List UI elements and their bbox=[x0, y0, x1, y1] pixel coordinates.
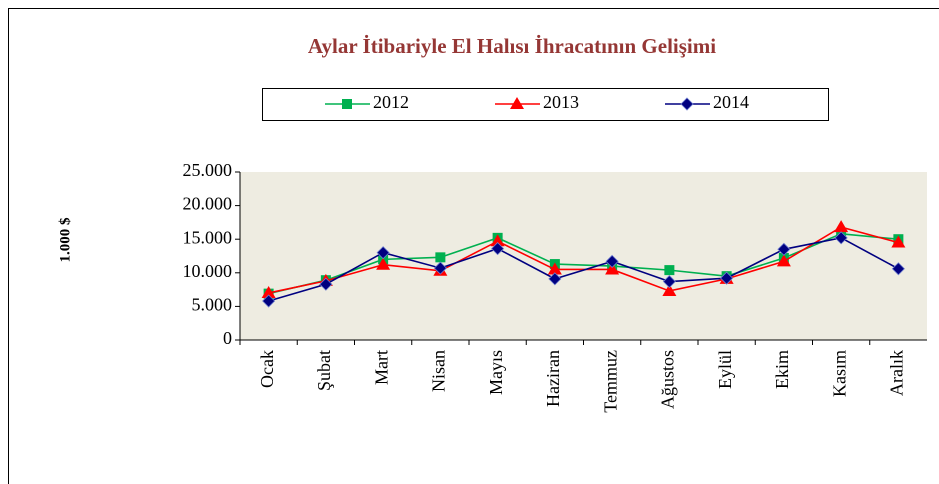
data-point bbox=[491, 242, 505, 256]
x-tick-label: Aralık bbox=[887, 350, 907, 396]
data-point bbox=[605, 254, 619, 268]
legend-label: 2014 bbox=[713, 92, 749, 112]
legend-marker bbox=[510, 97, 524, 109]
data-point bbox=[376, 257, 391, 270]
y-tick-label: 0 bbox=[223, 328, 232, 348]
data-point bbox=[433, 261, 447, 275]
data-point bbox=[891, 235, 906, 248]
data-point bbox=[376, 246, 390, 260]
series-line bbox=[268, 233, 899, 295]
x-tick-label: Temmuz bbox=[600, 350, 620, 413]
x-tick-label: Ekim bbox=[772, 350, 792, 389]
y-tick-label: 20.000 bbox=[183, 194, 233, 214]
x-tick-label: Mayıs bbox=[486, 350, 506, 395]
data-point bbox=[777, 242, 791, 256]
x-tick-label: Kasım bbox=[829, 350, 849, 397]
y-tick-label: 10.000 bbox=[183, 261, 233, 281]
legend-label: 2012 bbox=[373, 92, 409, 112]
data-point bbox=[720, 271, 734, 285]
data-point bbox=[605, 262, 620, 275]
data-point bbox=[834, 231, 848, 245]
chart-title: Aylar İtibariyle El Halısı İhracatının G… bbox=[308, 34, 716, 58]
data-point bbox=[891, 262, 905, 276]
legend-label: 2013 bbox=[543, 92, 579, 112]
x-tick-label: Şubat bbox=[314, 350, 334, 391]
data-point bbox=[490, 234, 505, 247]
x-tick-label: Ağustos bbox=[658, 350, 678, 409]
x-tick-label: Mart bbox=[371, 350, 391, 385]
legend-marker bbox=[680, 97, 694, 111]
y-tick-label: 5.000 bbox=[192, 295, 233, 315]
data-point bbox=[435, 252, 446, 263]
x-tick-label: Haziran bbox=[543, 350, 563, 407]
data-point bbox=[662, 274, 676, 289]
data-point bbox=[662, 283, 677, 296]
x-tick-label: Ocak bbox=[257, 350, 277, 388]
series-line bbox=[268, 237, 899, 302]
plot-area bbox=[240, 172, 927, 340]
legend-marker bbox=[342, 99, 352, 109]
data-point bbox=[261, 285, 276, 298]
data-point bbox=[776, 254, 791, 267]
data-point bbox=[319, 277, 333, 291]
x-tick-label: Eylül bbox=[715, 350, 735, 389]
y-tick-label: 25.000 bbox=[183, 160, 233, 180]
data-point bbox=[664, 265, 675, 276]
x-tick-label: Nisan bbox=[429, 350, 449, 392]
data-point bbox=[548, 272, 562, 286]
data-point bbox=[834, 220, 849, 233]
y-axis-title: 1.000 $ bbox=[57, 217, 73, 263]
data-point bbox=[262, 294, 276, 308]
y-tick-label: 15.000 bbox=[183, 227, 233, 247]
data-point bbox=[547, 262, 562, 275]
